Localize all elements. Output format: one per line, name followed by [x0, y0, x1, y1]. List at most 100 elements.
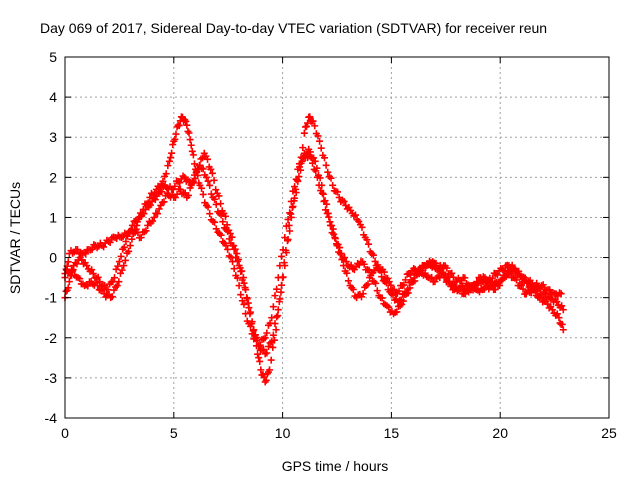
data-points-layer: [61, 113, 567, 386]
ticks-layer: 0 5 10 15 20 25 -4 -3 -2 -1 0 1 2 3 4 5: [45, 49, 617, 441]
data-point-marker: [171, 135, 179, 143]
data-point-marker: [237, 291, 245, 299]
data-point-marker: [128, 221, 136, 229]
data-point-marker: [133, 218, 141, 226]
x-tick-label: 10: [275, 425, 291, 441]
data-point-marker: [309, 117, 317, 125]
data-point-marker: [233, 250, 241, 258]
data-point-marker: [240, 300, 248, 308]
data-point-marker: [389, 291, 397, 299]
data-point-marker: [225, 252, 233, 260]
data-point-marker: [182, 117, 190, 125]
data-point-marker: [219, 218, 227, 226]
data-point-marker: [299, 144, 307, 152]
data-point-marker: [212, 225, 220, 233]
data-point-marker: [349, 286, 357, 294]
data-point-marker: [284, 235, 292, 243]
data-point-marker: [313, 164, 321, 172]
data-point-marker: [206, 181, 214, 189]
data-point-marker: [215, 192, 223, 200]
data-point-marker: [248, 318, 256, 326]
data-point-marker: [121, 256, 129, 264]
data-point-marker: [316, 137, 324, 145]
data-point-marker: [272, 326, 280, 334]
data-point-marker: [153, 210, 161, 218]
data-point-marker: [404, 285, 412, 293]
data-point-marker: [502, 272, 510, 280]
data-point-marker: [319, 190, 327, 198]
data-point-marker: [487, 278, 495, 286]
data-point-marker: [291, 194, 299, 202]
data-point-marker: [243, 295, 251, 303]
data-point-marker: [162, 170, 170, 178]
data-point-marker: [122, 238, 130, 246]
y-tick-label: 4: [49, 89, 57, 105]
data-point-marker: [369, 251, 377, 259]
data-point-marker: [559, 306, 567, 314]
data-point-marker: [187, 141, 195, 149]
data-point-marker: [183, 121, 191, 129]
data-point-marker: [262, 376, 270, 384]
data-point-marker: [229, 242, 237, 250]
data-point-marker: [347, 261, 355, 269]
data-point-marker: [286, 227, 294, 235]
data-point-marker: [118, 266, 126, 274]
data-point-marker: [329, 181, 337, 189]
data-point-marker: [546, 286, 554, 294]
data-point-marker: [94, 273, 102, 281]
data-point-marker: [318, 189, 326, 197]
data-point-marker: [376, 266, 384, 274]
data-point-marker: [269, 343, 277, 351]
data-point-marker: [306, 113, 314, 121]
data-point-marker: [342, 258, 350, 266]
data-point-marker: [344, 277, 352, 285]
data-point-marker: [298, 157, 306, 165]
data-point-marker: [247, 308, 255, 316]
data-point-marker: [225, 235, 233, 243]
data-point-marker: [445, 277, 453, 285]
data-point-marker: [303, 149, 311, 157]
data-point-marker: [322, 161, 330, 169]
data-point-marker: [260, 335, 268, 343]
data-point-marker: [268, 338, 276, 346]
data-point-marker: [263, 349, 271, 357]
data-point-marker: [521, 274, 529, 282]
data-point-marker: [314, 132, 322, 140]
plot-frame: [64, 56, 610, 419]
data-point-marker: [253, 334, 261, 342]
data-point-marker: [212, 186, 220, 194]
data-point-marker: [282, 249, 290, 257]
data-point-marker: [254, 350, 262, 358]
data-point-marker: [519, 285, 527, 293]
data-point-marker: [316, 174, 324, 182]
data-point-marker: [125, 247, 133, 255]
data-point-marker: [160, 198, 168, 206]
data-point-marker: [96, 278, 104, 286]
data-point-marker: [88, 245, 96, 253]
y-tick-label: -2: [45, 330, 58, 346]
grid-layer: [65, 57, 609, 418]
data-point-marker: [256, 357, 264, 365]
data-point-marker: [337, 250, 345, 258]
data-point-marker: [513, 276, 521, 284]
data-point-marker: [266, 366, 274, 374]
data-point-marker: [237, 267, 245, 275]
data-point-marker: [264, 343, 272, 351]
data-point-marker: [184, 127, 192, 135]
y-tick-label: 2: [49, 169, 57, 185]
data-point-marker: [232, 254, 240, 262]
data-point-marker: [93, 274, 101, 282]
x-tick-label: 0: [61, 425, 69, 441]
data-point-marker: [292, 189, 300, 197]
data-point-marker: [395, 287, 403, 295]
data-point-marker: [517, 281, 525, 289]
data-point-marker: [126, 242, 134, 250]
data-point-marker: [261, 334, 269, 342]
data-point-marker: [69, 267, 77, 275]
data-point-marker: [278, 281, 286, 289]
series-track-3: [61, 113, 565, 358]
data-point-marker: [286, 209, 294, 217]
data-point-marker: [217, 231, 225, 239]
data-point-marker: [489, 274, 497, 282]
